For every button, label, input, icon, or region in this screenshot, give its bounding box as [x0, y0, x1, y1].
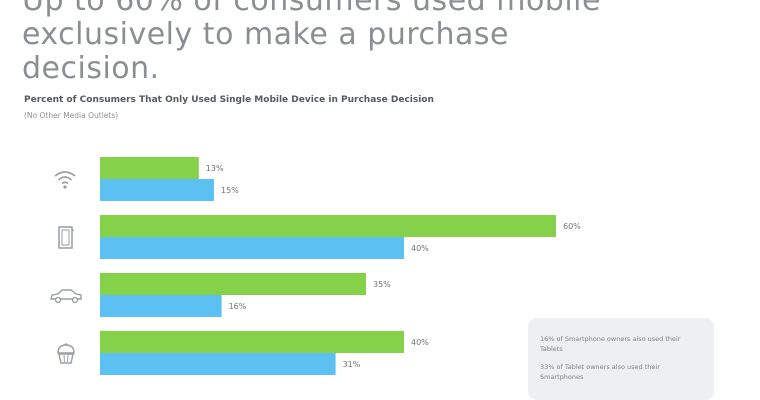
note-text: 33% of Tablet owners also used their Sma…	[540, 363, 660, 381]
bar-primary	[100, 331, 404, 353]
bar-primary	[100, 215, 556, 237]
data-label: 60%	[563, 222, 581, 231]
note-text: 16% of Smartphone owners also used their…	[540, 335, 681, 353]
data-label: 15%	[221, 186, 239, 195]
data-label: 16%	[229, 302, 247, 311]
data-label: 31%	[343, 360, 361, 369]
data-label: 35%	[373, 280, 391, 289]
headline: Up to 60% of consumers used mobile exclu…	[22, 0, 601, 86]
bar-primary	[100, 273, 366, 295]
tablet-icon	[58, 226, 75, 249]
chart-title: Percent of Consumers That Only Used Sing…	[24, 95, 434, 105]
bar-secondary	[100, 295, 222, 317]
chart-subtitle: (No Other Media Outlets)	[24, 111, 119, 120]
note-box: 16% of Smartphone owners also used their…	[528, 318, 714, 400]
bar-secondary	[100, 179, 214, 201]
wifi-icon	[54, 171, 76, 189]
bar-secondary	[100, 237, 404, 259]
data-label: 13%	[206, 164, 224, 173]
bar-secondary	[100, 353, 336, 375]
cupcake-icon	[57, 343, 75, 364]
bar-primary	[100, 157, 199, 179]
data-label: 40%	[411, 244, 429, 253]
data-label: 40%	[411, 338, 429, 347]
car-icon	[50, 289, 82, 304]
